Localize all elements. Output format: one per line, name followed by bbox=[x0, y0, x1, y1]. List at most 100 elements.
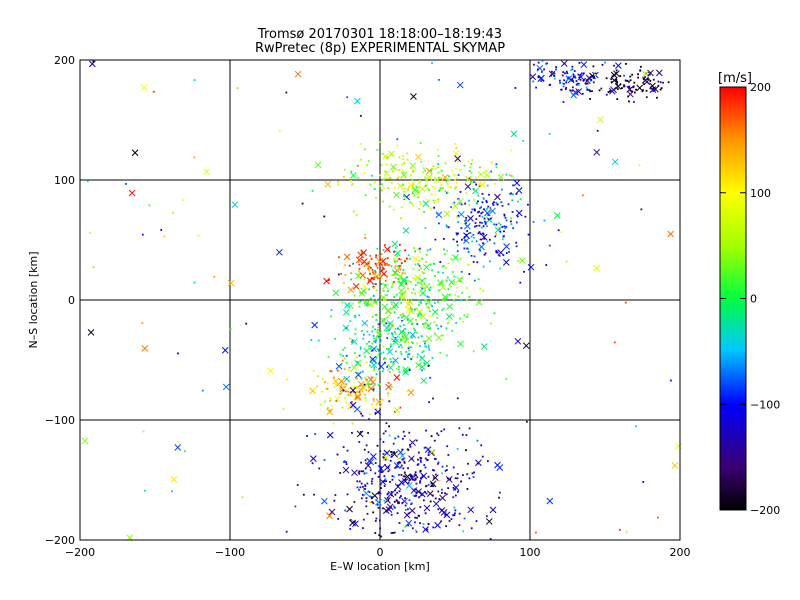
data-point-dot bbox=[633, 81, 636, 84]
data-point-x bbox=[426, 490, 434, 497]
data-point-dot bbox=[375, 256, 377, 259]
data-point-dot bbox=[445, 327, 448, 330]
data-point-dot bbox=[368, 261, 371, 263]
data-point-dot bbox=[445, 224, 448, 227]
data-point-dot bbox=[415, 474, 418, 477]
data-point-dot bbox=[545, 62, 547, 65]
data-point-dot bbox=[444, 253, 446, 255]
data-point-x bbox=[374, 408, 382, 416]
data-point-dot bbox=[392, 505, 395, 508]
data-point-dot bbox=[427, 188, 430, 191]
data-point-dot bbox=[427, 522, 430, 525]
data-point-dot bbox=[566, 77, 569, 80]
data-point-x bbox=[362, 489, 370, 497]
data-point-dot bbox=[358, 470, 361, 473]
data-point-dot bbox=[426, 187, 429, 190]
data-point-dot bbox=[421, 476, 424, 479]
data-point-x bbox=[667, 230, 675, 238]
data-point-dot bbox=[572, 80, 574, 82]
data-point-dot bbox=[440, 430, 443, 433]
data-point-dot bbox=[613, 341, 616, 344]
data-point-dot bbox=[441, 488, 443, 491]
data-point-dot bbox=[431, 485, 433, 487]
data-point-dot bbox=[467, 248, 470, 250]
data-point-dot bbox=[474, 225, 476, 228]
data-point-dot bbox=[339, 387, 342, 390]
data-point-x bbox=[585, 74, 593, 82]
data-point-dot bbox=[476, 261, 479, 264]
data-point-dot bbox=[335, 384, 337, 386]
data-point-dot bbox=[415, 318, 417, 321]
data-point-dot bbox=[365, 389, 368, 391]
data-point-dot bbox=[440, 520, 443, 523]
data-point-dot bbox=[458, 512, 461, 515]
data-point-dot bbox=[466, 488, 469, 490]
data-point-dot bbox=[350, 278, 353, 281]
data-point-dot bbox=[428, 348, 431, 351]
data-point-dot bbox=[398, 371, 401, 374]
data-point-dot bbox=[345, 401, 348, 404]
data-point-dot bbox=[341, 301, 344, 304]
data-point-dot bbox=[391, 273, 394, 276]
data-point-dot bbox=[405, 371, 407, 373]
data-point-dot bbox=[455, 321, 458, 324]
data-point-dot bbox=[615, 69, 618, 72]
data-point-x bbox=[502, 259, 510, 266]
data-point-dot bbox=[397, 168, 400, 171]
data-point-dot bbox=[498, 254, 501, 257]
data-point-dot bbox=[379, 351, 381, 354]
data-point-dot bbox=[437, 164, 440, 167]
data-point-dot bbox=[368, 418, 370, 421]
data-point-dot bbox=[403, 471, 406, 474]
data-point-dot bbox=[343, 175, 345, 178]
data-point-dot bbox=[421, 271, 423, 274]
data-point-dot bbox=[495, 163, 498, 166]
data-point-dot bbox=[388, 434, 391, 437]
data-point-dot bbox=[396, 138, 399, 141]
data-point-x bbox=[320, 497, 328, 505]
data-point-dot bbox=[452, 173, 455, 176]
data-point-dot bbox=[435, 199, 437, 202]
data-point-dot bbox=[393, 451, 396, 454]
data-point-dot bbox=[367, 451, 370, 454]
data-point-dot bbox=[461, 292, 464, 295]
data-point-dot bbox=[512, 227, 515, 230]
data-point-dot bbox=[434, 193, 437, 196]
data-point-dot bbox=[460, 299, 462, 302]
data-point-dot bbox=[481, 201, 484, 204]
data-point-dot bbox=[330, 309, 333, 311]
data-point-dot bbox=[197, 234, 200, 237]
data-point-dot bbox=[511, 193, 514, 196]
data-point-dot bbox=[446, 225, 448, 228]
data-point-dot bbox=[363, 171, 366, 174]
data-point-dot bbox=[337, 517, 340, 520]
data-point-dot bbox=[553, 72, 556, 75]
data-point-dot bbox=[396, 255, 398, 257]
data-point-dot bbox=[365, 361, 368, 364]
data-point-dot bbox=[473, 208, 476, 211]
data-point-dot bbox=[241, 496, 244, 499]
data-point-dot bbox=[411, 192, 414, 195]
data-point-dot bbox=[349, 320, 352, 323]
data-point-x bbox=[451, 202, 459, 210]
colorbar-tick-label: −200 bbox=[750, 504, 780, 517]
data-point-x bbox=[467, 506, 475, 514]
data-point-dot bbox=[375, 408, 378, 410]
data-point-dot bbox=[346, 493, 349, 496]
data-point-dot bbox=[432, 285, 435, 288]
data-point-dot bbox=[432, 526, 435, 529]
data-point-dot bbox=[443, 428, 446, 431]
data-point-dot bbox=[407, 287, 409, 290]
data-point-dot bbox=[388, 400, 391, 403]
data-point-x bbox=[382, 454, 390, 462]
data-point-dot bbox=[468, 427, 471, 430]
data-point-dot bbox=[532, 220, 535, 223]
data-point-dot bbox=[418, 291, 421, 294]
data-point-dot bbox=[381, 266, 384, 269]
data-point-dot bbox=[437, 508, 440, 511]
data-point-dot bbox=[429, 500, 432, 503]
data-point-dot bbox=[400, 464, 403, 467]
data-point-dot bbox=[408, 280, 410, 282]
data-point-dot bbox=[613, 64, 615, 67]
data-point-dot bbox=[430, 482, 433, 485]
